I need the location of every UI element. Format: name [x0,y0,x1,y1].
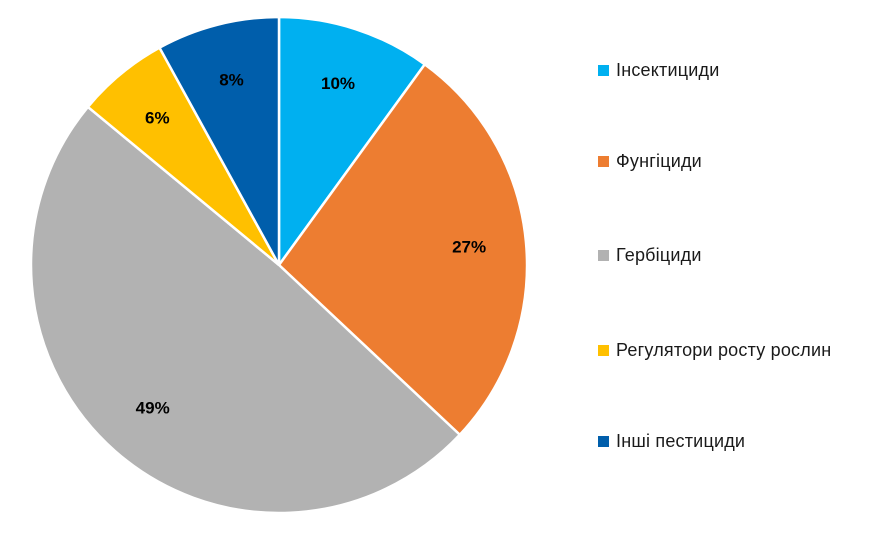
legend-item-growth-regulators: Регулятори росту рослин [598,338,831,362]
legend: Інсектициди Фунгіциди Гербіциди Регулято… [598,52,878,472]
legend-swatch-growth-regulators [598,344,609,356]
legend-label-insecticides: Інсектициди [616,59,720,80]
legend-swatch-fungicides [598,155,609,167]
data-label-herbicides: 49% [136,399,170,418]
legend-label-fungicides: Фунгіциди [616,150,702,171]
legend-item-fungicides: Фунгіциди [598,149,702,173]
slice-insecticides [277,15,427,269]
legend-label-growth-regulators: Регулятори росту рослин [616,339,832,360]
slice-fungicides [277,62,529,437]
pie-chart-svg: 10% 27% 49% 6% 8% [29,15,529,515]
legend-label-other-pesticides: Інші пестициди [616,430,746,451]
slice-herbicides [29,105,462,515]
legend-swatch-other-pesticides [598,435,609,447]
data-label-other-pesticides: 8% [219,71,244,90]
legend-swatch-insecticides [598,64,609,76]
slice-other-pesticides [157,15,281,266]
pie-chart: 10% 27% 49% 6% 8% [29,15,529,515]
legend-item-other-pesticides: Інші пестициди [598,429,745,453]
legend-item-herbicides: Гербіциди [598,243,702,267]
pie-data-labels: 10% 27% 49% 6% 8% [136,71,486,418]
data-label-insecticides: 10% [321,74,355,93]
legend-item-insecticides: Інсектициди [598,58,719,82]
legend-swatch-herbicides [598,249,609,261]
data-label-fungicides: 27% [452,238,486,257]
legend-label-herbicides: Гербіциди [616,244,702,265]
data-label-growth-regulators: 6% [145,108,170,127]
pie-slices [29,15,529,515]
